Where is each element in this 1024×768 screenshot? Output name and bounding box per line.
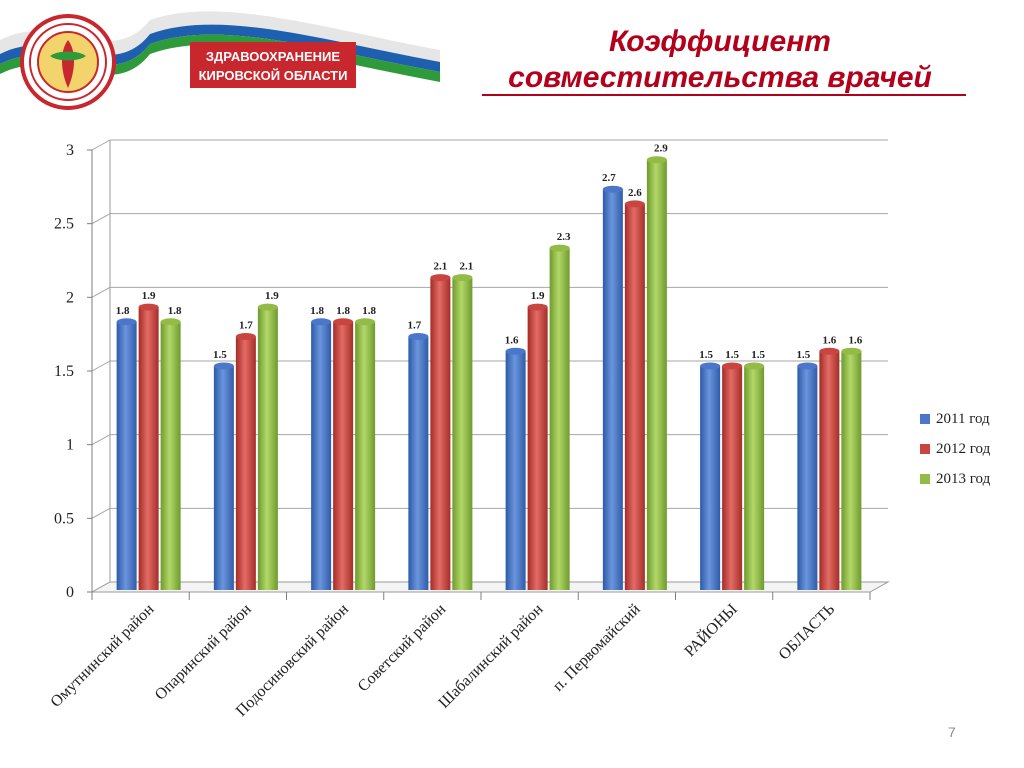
bar: [624, 200, 645, 590]
bar: [841, 347, 862, 590]
y-tick-label: 2.5: [54, 216, 74, 233]
y-tick-label: 1: [66, 437, 74, 454]
bar: [549, 244, 570, 590]
x-tick-label: Шабалинский район: [435, 601, 546, 712]
data-label: 1.5: [797, 349, 811, 361]
logo-emblem-icon: [20, 14, 116, 110]
bar: [452, 274, 473, 590]
legend-label: 2012 год: [936, 440, 991, 457]
grid-side-line: [91, 139, 111, 151]
data-label: 1.5: [725, 349, 739, 361]
bar: [355, 318, 376, 590]
data-label: 1.9: [265, 290, 279, 302]
page-number: 7: [948, 724, 956, 740]
x-tick-label: Омутнинский район: [47, 601, 157, 711]
bar: [408, 333, 429, 590]
bar: [744, 362, 765, 590]
data-label: 1.5: [699, 349, 713, 361]
chart-floor: [90, 581, 890, 593]
data-label: 1.8: [168, 305, 182, 317]
legend-label: 2011 год: [936, 410, 990, 427]
bar: [646, 156, 667, 590]
bar: [527, 303, 548, 590]
data-label: 2.1: [434, 261, 448, 273]
banner-plate: [190, 42, 356, 88]
page-title: Коэффициент совместительства врачей: [470, 24, 970, 96]
data-label: 1.5: [213, 349, 227, 361]
bar: [700, 362, 721, 590]
y-tick-labels: 0 0.5 1 1.5 2 2.5 3: [54, 142, 74, 601]
y-tick-label: 3: [66, 142, 74, 159]
data-label: 2.7: [602, 172, 616, 184]
x-tick-label: Подосиновский район: [233, 600, 352, 719]
axes: [87, 140, 890, 600]
title-line2: совместительства врачей: [508, 61, 932, 94]
legend: 2011 год 2012 год 2013 год: [920, 404, 990, 494]
bar: [138, 303, 159, 590]
x-tick-label: ОБЛАСТЬ: [776, 601, 839, 664]
bar: [116, 318, 137, 590]
data-label: 1.8: [310, 305, 324, 317]
bar: [602, 185, 623, 590]
data-label: 2.9: [654, 143, 668, 155]
title-line1: Коэффициент: [609, 25, 831, 58]
data-label: 1.7: [408, 320, 422, 332]
bar: [819, 347, 840, 590]
y-tick-label: 0.5: [54, 510, 74, 527]
bars: [116, 156, 862, 590]
data-label: 1.8: [116, 305, 130, 317]
bar: [213, 362, 234, 590]
legend-item: 2012 год: [920, 434, 990, 464]
y-tick-label: 2: [66, 289, 74, 306]
data-label: 1.8: [336, 305, 350, 317]
y-tick-label: 1.5: [54, 363, 74, 380]
data-label: 1.6: [823, 334, 837, 346]
bar: [333, 318, 354, 590]
banner-line2: КИРОВСКОЙ ОБЛАСТИ: [199, 68, 348, 83]
grid-side-line: [91, 213, 111, 225]
bar-chart: 1.8 1.9 1.8 1.5 1.7 1.9 1.8 1.8 1.8 1.7 2.1 2.1 1.6 1…: [47, 139, 890, 720]
data-label: 2.3: [557, 231, 571, 243]
legend-swatch: [920, 444, 930, 454]
x-tick-label: РАЙОНЫ: [680, 599, 741, 660]
grid-side-line: [91, 434, 111, 446]
bar: [257, 303, 278, 590]
data-label: 1.9: [531, 290, 545, 302]
bar: [722, 362, 743, 590]
bar: [505, 347, 526, 590]
x-tick-label: Опаринский район: [152, 601, 255, 704]
x-tick-label: п. Первомайский: [550, 601, 644, 695]
banner-line1: ЗДРАВООХРАНЕНИЕ: [206, 49, 340, 64]
x-tick-label: Советский район: [355, 601, 450, 696]
bar: [235, 333, 256, 590]
data-label: 1.5: [751, 349, 765, 361]
legend-swatch: [920, 474, 930, 484]
data-label: 2.1: [460, 261, 474, 273]
legend-swatch: [920, 414, 930, 424]
grid-side-line: [91, 360, 111, 372]
data-label: 1.6: [849, 334, 863, 346]
data-labels: 1.8 1.9 1.8 1.5 1.7 1.9 1.8 1.8 1.8 1.7 2.1 2.1 1.6 1…: [116, 143, 863, 361]
legend-item: 2011 год: [920, 404, 990, 434]
data-label: 1.8: [362, 305, 376, 317]
legend-item: 2013 год: [920, 464, 990, 494]
bar: [797, 362, 818, 590]
y-tick-label: 0: [66, 584, 74, 601]
data-label: 1.9: [142, 290, 156, 302]
data-label: 1.6: [505, 334, 519, 346]
header-banner: ЗДРАВООХРАНЕНИЕ КИРОВСКОЙ ОБЛАСТИ: [0, 11, 440, 110]
legend-label: 2013 год: [936, 470, 991, 487]
title-underline: [482, 94, 966, 96]
grid-side-line: [91, 507, 111, 519]
data-label: 2.6: [628, 187, 642, 199]
grid-side-line: [91, 286, 111, 298]
data-label: 1.7: [239, 320, 253, 332]
bar: [311, 318, 332, 590]
bar: [160, 318, 181, 590]
grid-lines: [91, 139, 888, 593]
bar: [430, 274, 451, 590]
